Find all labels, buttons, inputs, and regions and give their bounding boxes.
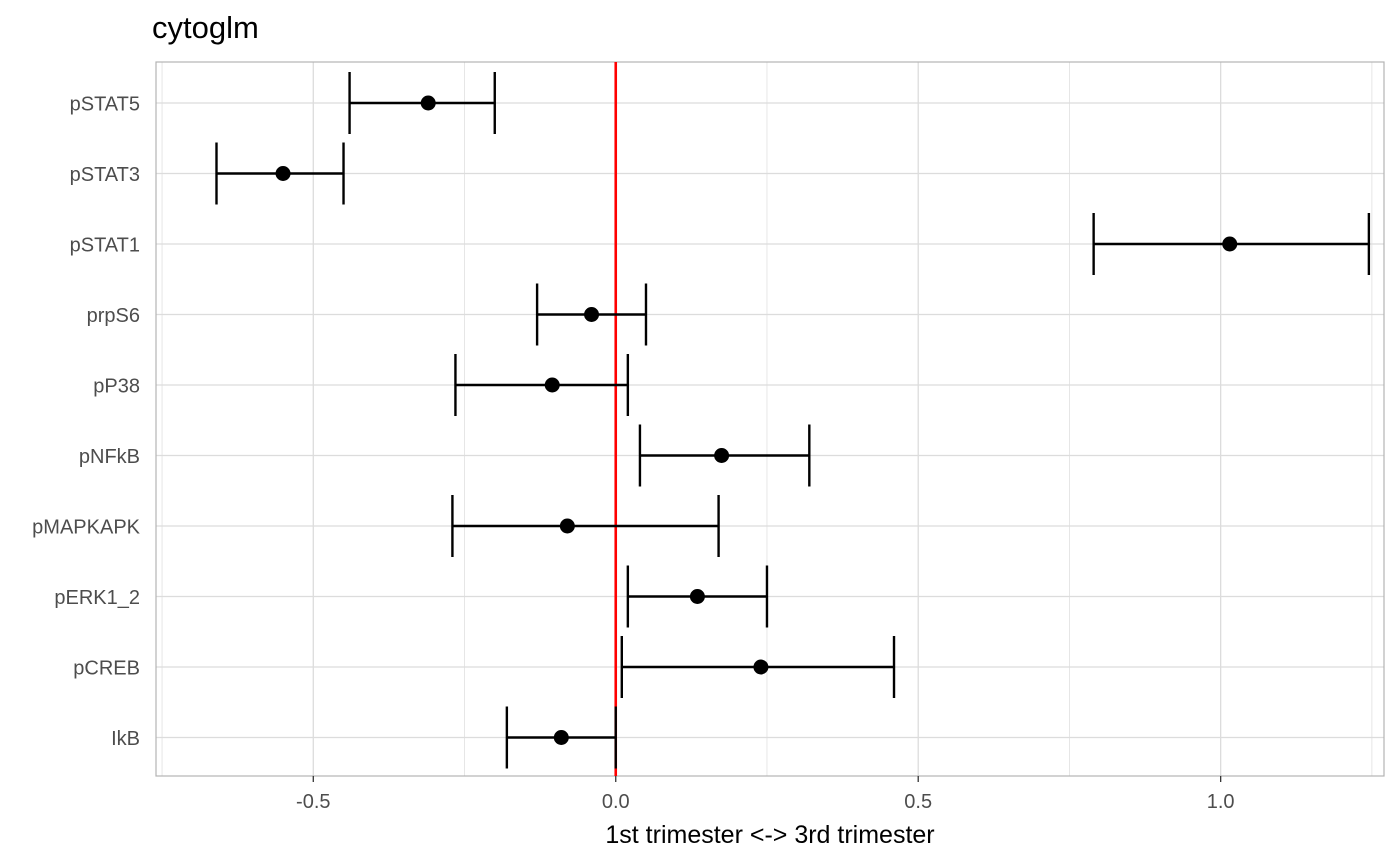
y-tick-label: pNFkB bbox=[79, 446, 140, 468]
y-tick-label: pP38 bbox=[93, 376, 140, 398]
y-tick-label: pSTAT3 bbox=[70, 164, 140, 186]
y-tick-label: pCREB bbox=[73, 658, 140, 680]
error-bars bbox=[215, 72, 1371, 769]
y-axis-labels: pSTAT5 pSTAT3 pSTAT1 prpS6 pP38 pNFkB pMAPKAPK… bbox=[32, 94, 140, 751]
estimate-point bbox=[420, 95, 436, 111]
panel-border bbox=[155, 61, 1385, 777]
x-tick-label: 1.0 bbox=[1207, 791, 1235, 813]
estimate-point bbox=[1222, 236, 1238, 252]
x-axis-labels: -0.5 0.0 0.5 1.0 bbox=[296, 791, 1235, 813]
x-tick-label: 0.5 bbox=[904, 791, 932, 813]
estimate-point bbox=[559, 518, 575, 534]
y-tick-label: pSTAT5 bbox=[70, 94, 140, 116]
estimate-point bbox=[553, 730, 569, 745]
estimate-point bbox=[584, 307, 600, 322]
x-axis-title: 1st trimester <-> 3rd trimester bbox=[605, 821, 934, 849]
estimate-point bbox=[714, 448, 730, 463]
minor-gridlines bbox=[161, 62, 1373, 776]
estimate-point bbox=[275, 166, 291, 181]
estimate-point bbox=[753, 659, 769, 675]
y-tick-label: pERK1_2 bbox=[54, 587, 140, 609]
x-axis-ticks bbox=[312, 776, 1222, 782]
y-tick-label: pSTAT1 bbox=[70, 235, 140, 257]
y-tick-label: prpS6 bbox=[87, 305, 140, 327]
y-tick-label: pMAPKAPK bbox=[32, 517, 140, 539]
major-gridlines bbox=[156, 62, 1384, 776]
x-tick-label: -0.5 bbox=[296, 791, 330, 813]
estimate-points bbox=[275, 95, 1238, 745]
y-tick-label: IkB bbox=[111, 728, 140, 750]
estimate-point bbox=[544, 377, 560, 393]
estimate-point bbox=[689, 589, 705, 604]
x-tick-label: 0.0 bbox=[602, 791, 630, 813]
chart-title: cytoglm bbox=[152, 10, 259, 45]
